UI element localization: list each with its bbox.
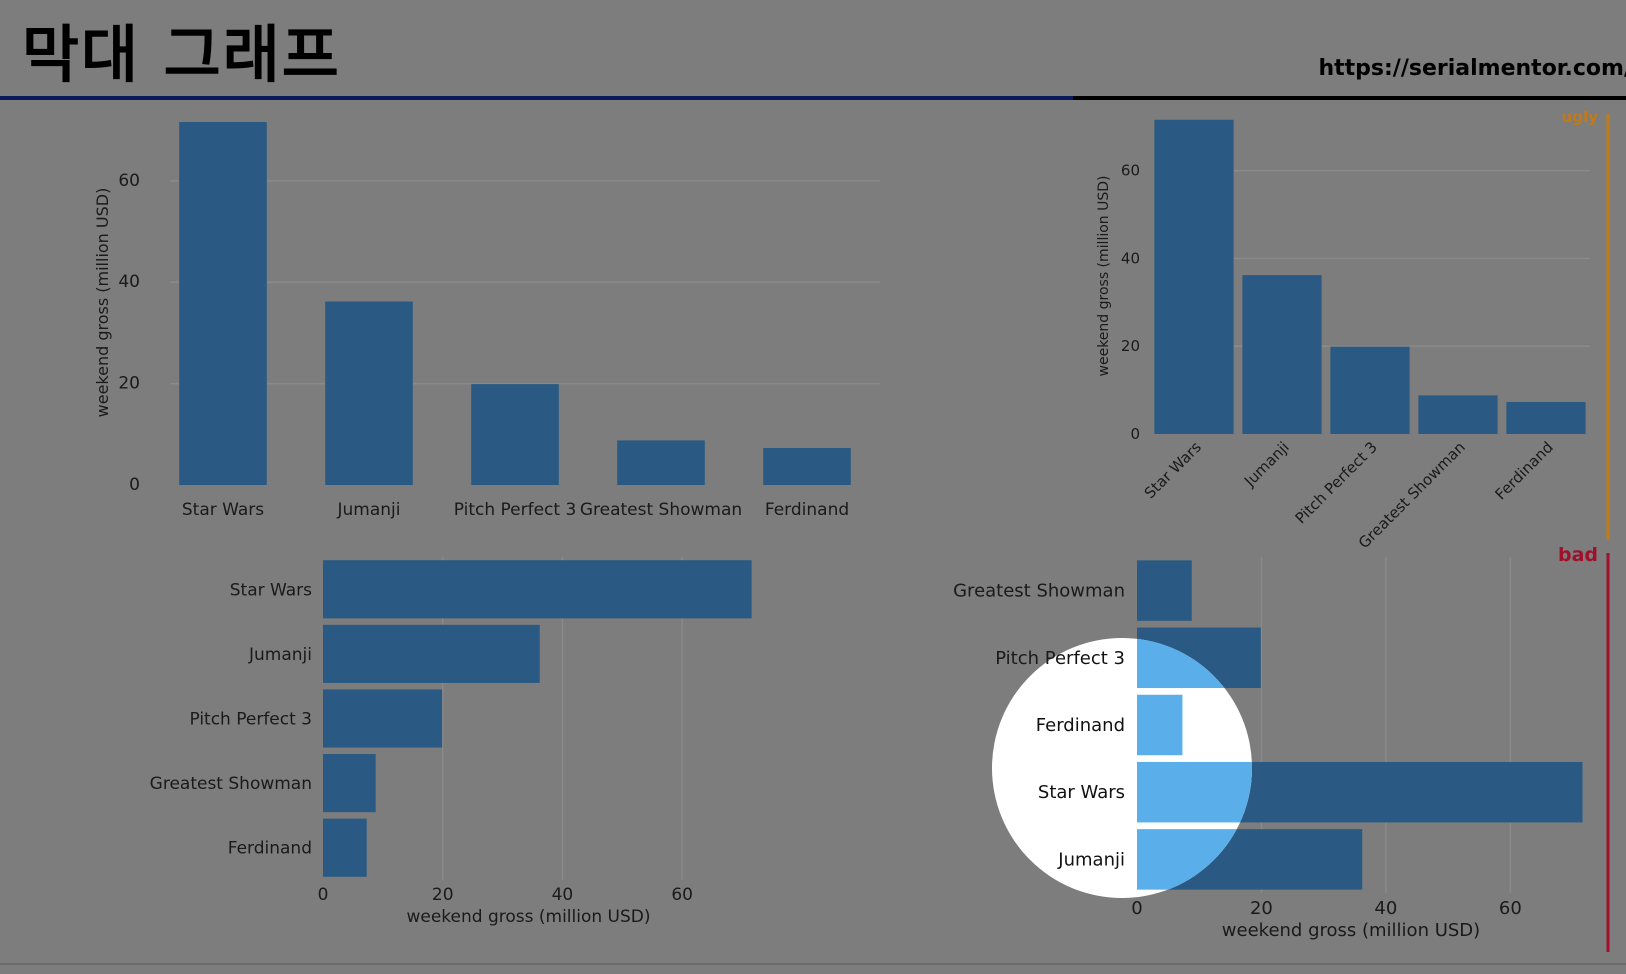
bar — [617, 440, 705, 485]
x-tick-label: 60 — [671, 885, 693, 905]
x-tick-label: Star Wars — [182, 500, 264, 520]
y-tick-label: 20 — [1121, 337, 1140, 355]
x-axis-label: weekend gross (million USD) — [406, 907, 650, 927]
chart-top-left: 0 20 40 60 weekend gross (million USD) Star W… — [93, 122, 880, 520]
x-tick-label: 40 — [552, 885, 574, 905]
magnified-label: Jumanji — [1057, 849, 1125, 870]
bar — [1242, 275, 1322, 434]
slide-title: 막대 그래프 — [22, 18, 341, 91]
bar — [1418, 395, 1498, 434]
magnified-bar — [1137, 694, 1183, 756]
x-tick-label: Ferdinand — [1492, 438, 1557, 503]
chart-top-right: 0 20 40 60 weekend gross (million USD) Star W… — [1096, 108, 1610, 552]
x-tick-label: Star Wars — [1141, 438, 1205, 502]
bar — [323, 754, 376, 813]
x-tick-label: 40 — [1374, 898, 1397, 919]
y-tick-label: 40 — [118, 272, 140, 292]
bottom-rule — [0, 963, 1626, 965]
magnified-bar — [1137, 761, 1252, 823]
y-tick-label: Jumanji — [248, 645, 312, 665]
quality-tag-ugly: ugly — [1562, 108, 1599, 126]
bar — [325, 301, 413, 485]
x-tick-label: 20 — [1250, 898, 1273, 919]
bar — [179, 122, 267, 486]
bar — [323, 689, 443, 748]
x-tick-label: Pitch Perfect 3 — [454, 500, 577, 520]
chart-bottom-left: 0 20 40 60 weekend gross (million USD) Star W… — [150, 557, 752, 927]
y-tick-label: 40 — [1121, 249, 1140, 267]
y-axis-label: weekend gross (million USD) — [1096, 176, 1112, 377]
y-tick-label: 60 — [1121, 162, 1140, 180]
bar — [763, 447, 851, 485]
x-tick-label: 0 — [1131, 898, 1142, 919]
y-axis-label: weekend gross (million USD) — [93, 188, 112, 418]
y-tick-label: Ferdinand — [228, 839, 312, 859]
bar — [471, 384, 559, 485]
x-tick-label: Jumanji — [1240, 438, 1293, 491]
y-tick-label: Pitch Perfect 3 — [189, 710, 312, 730]
bar — [1154, 119, 1234, 434]
x-tick-label: 0 — [318, 885, 329, 905]
x-tick-label: Pitch Perfect 3 — [1292, 438, 1381, 527]
y-tick-label: Greatest Showman — [150, 774, 312, 794]
x-tick-label: 20 — [432, 885, 454, 905]
magnified-label: Star Wars — [1038, 782, 1125, 803]
quality-tag-bad: bad — [1558, 544, 1598, 566]
bar — [323, 818, 367, 877]
y-tick-label: 20 — [118, 374, 140, 394]
bar — [323, 624, 540, 683]
magnified-label: Ferdinand — [1036, 715, 1125, 736]
bar — [1506, 401, 1586, 434]
x-tick-label: 60 — [1499, 898, 1522, 919]
y-tick-label: 60 — [118, 171, 140, 191]
source-url: https://serialmentor.com/ — [1318, 56, 1626, 81]
x-axis-label: weekend gross (million USD) — [1222, 920, 1480, 941]
x-tick-label: Jumanji — [337, 500, 401, 520]
title-rule — [0, 96, 1626, 100]
bar — [1330, 346, 1410, 434]
y-tick-label: 0 — [129, 475, 140, 495]
y-tick-label: 0 — [1130, 425, 1140, 443]
bar — [1137, 560, 1192, 621]
bar — [323, 560, 752, 619]
y-tick-label: Greatest Showman — [953, 581, 1125, 602]
x-tick-label: Ferdinand — [765, 500, 849, 520]
y-tick-label: Star Wars — [230, 580, 312, 600]
x-tick-label: Greatest Showman — [580, 500, 742, 520]
